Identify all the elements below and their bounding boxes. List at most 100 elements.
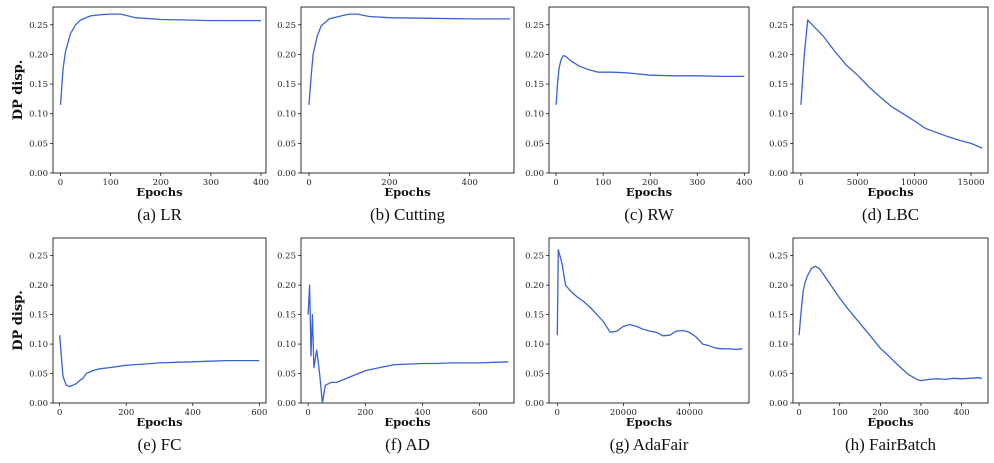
x-tick-label: 0 (798, 178, 803, 188)
y-tick-label: 0.25 (525, 252, 544, 262)
chart-panel-7: 0.00 0.05 0.10 0.15 0.20 0.25 0 20000 40000 Epoch… (525, 237, 750, 454)
panel-caption: (d) LBC (862, 205, 919, 224)
y-tick-label: 0.05 (525, 139, 544, 149)
y-tick-label: 0.15 (769, 80, 788, 90)
y-tick-label: 0.15 (769, 311, 788, 321)
y-tick-label: 0.15 (29, 80, 48, 90)
x-tick-label: 5000 (847, 178, 869, 188)
plot-frame (792, 6, 989, 174)
x-tick-label: 0 (306, 178, 311, 188)
x-tick-label: 400 (953, 408, 969, 418)
x-tick-label: 0 (305, 408, 310, 418)
y-axis-label: DP disp. (11, 290, 26, 351)
chart-panel-2: 0.00 0.05 0.10 0.15 0.20 0.25 0 200 400 Epochs (b)… (277, 6, 515, 224)
y-tick-label: 0.10 (525, 340, 544, 350)
plot-frame (548, 6, 750, 174)
x-tick-label: 200 (381, 178, 397, 188)
x-tick-label: 400 (185, 408, 201, 418)
plot-frame (52, 6, 267, 174)
x-tick-label: 0 (555, 408, 560, 418)
x-axis-label: Epochs (626, 415, 672, 429)
y-tick-label: 0.20 (29, 281, 48, 291)
x-tick-label: 15000 (957, 178, 984, 188)
chart-panel-8: 0.00 0.05 0.10 0.15 0.20 0.25 0 100 200 300 400 Epo… (769, 237, 989, 454)
x-tick-label: 200 (357, 408, 373, 418)
x-tick-label: 0 (796, 408, 801, 418)
chart-panel-5: 0.00 0.05 0.10 0.15 0.20 0.25 0 200 400 600 Epochs… (11, 237, 267, 454)
x-tick-label: 100 (832, 408, 848, 418)
x-axis-label: Epochs (136, 185, 182, 199)
series-line (59, 13, 261, 105)
y-tick-label: 0.15 (525, 311, 544, 321)
chart-panel-4: 0.00 0.05 0.10 0.15 0.20 0.25 0 5000 10000 15000 E… (769, 6, 989, 224)
y-tick-label: 0.10 (29, 110, 48, 120)
panel-caption: (f) AD (385, 435, 430, 454)
y-tick-label: 0.00 (769, 399, 788, 409)
series-line (800, 19, 983, 149)
y-tick-label: 0.20 (525, 281, 544, 291)
series-line (308, 13, 510, 105)
y-tick-label: 0.20 (277, 281, 296, 291)
y-tick-label: 0.10 (277, 340, 296, 350)
x-tick-label: 0 (57, 408, 62, 418)
y-tick-label: 0.10 (277, 110, 296, 120)
y-tick-label: 0.05 (277, 139, 296, 149)
x-axis-label: Epochs (867, 415, 913, 429)
panel-caption: (c) RW (624, 205, 675, 224)
y-tick-label: 0.05 (29, 370, 48, 380)
x-tick-label: 400 (253, 178, 269, 188)
y-tick-label: 0.05 (769, 139, 788, 149)
y-tick-label: 0.10 (525, 110, 544, 120)
x-tick-label: 40000 (676, 408, 703, 418)
x-tick-label: 0 (58, 178, 63, 188)
x-tick-label: 20000 (610, 408, 637, 418)
y-tick-label: 0.15 (29, 311, 48, 321)
x-tick-label: 400 (736, 178, 752, 188)
series-line (307, 284, 509, 403)
plot-frame (300, 237, 515, 404)
y-tick-label: 0.05 (525, 370, 544, 380)
y-tick-label: 0.25 (525, 21, 544, 31)
panel-caption: (b) Cutting (370, 205, 446, 224)
y-tick-label: 0.00 (277, 399, 296, 409)
x-tick-label: 200 (118, 408, 134, 418)
x-axis-label: Epochs (384, 185, 430, 199)
series-line (59, 335, 260, 388)
y-tick-label: 0.05 (277, 370, 296, 380)
x-axis-label: Epochs (626, 185, 672, 199)
x-axis-label: Epochs (867, 185, 913, 199)
chart-panel-6: 0.00 0.05 0.10 0.15 0.20 0.25 0 200 400 600 Epochs… (277, 237, 515, 454)
y-tick-label: 0.25 (277, 21, 296, 31)
chart-panel-1: 0.00 0.05 0.10 0.15 0.20 0.25 0 100 200 300 400 Epo… (11, 6, 269, 224)
y-tick-label: 0.00 (525, 399, 544, 409)
x-tick-label: 0 (553, 178, 558, 188)
y-tick-label: 0.20 (769, 50, 788, 60)
chart-panel-3: 0.00 0.05 0.10 0.15 0.20 0.25 0 100 200 300 400 Epo… (525, 6, 752, 224)
panel-caption: (h) FairBatch (845, 435, 937, 454)
x-tick-label: 100 (595, 178, 611, 188)
x-axis-label: Epochs (136, 415, 182, 429)
x-tick-label: 10000 (901, 178, 928, 188)
x-tick-label: 200 (153, 178, 169, 188)
y-tick-label: 0.00 (277, 169, 296, 179)
y-tick-label: 0.20 (525, 50, 544, 60)
y-tick-label: 0.10 (769, 340, 788, 350)
y-tick-label: 0.20 (769, 281, 788, 291)
y-tick-label: 0.05 (769, 370, 788, 380)
x-tick-label: 300 (203, 178, 219, 188)
x-tick-label: 400 (462, 178, 478, 188)
y-tick-label: 0.25 (29, 252, 48, 262)
plot-frame (300, 6, 515, 174)
x-tick-label: 100 (103, 178, 119, 188)
panel-caption: (e) FC (138, 435, 182, 454)
series-line (555, 54, 745, 105)
y-tick-label: 0.10 (29, 340, 48, 350)
y-tick-label: 0.05 (29, 139, 48, 149)
y-axis-label: DP disp. (11, 60, 26, 121)
y-tick-label: 0.25 (277, 252, 296, 262)
y-tick-label: 0.25 (29, 21, 48, 31)
y-tick-label: 0.15 (277, 80, 296, 90)
x-tick-label: 200 (872, 408, 888, 418)
plot-frame (548, 237, 750, 404)
